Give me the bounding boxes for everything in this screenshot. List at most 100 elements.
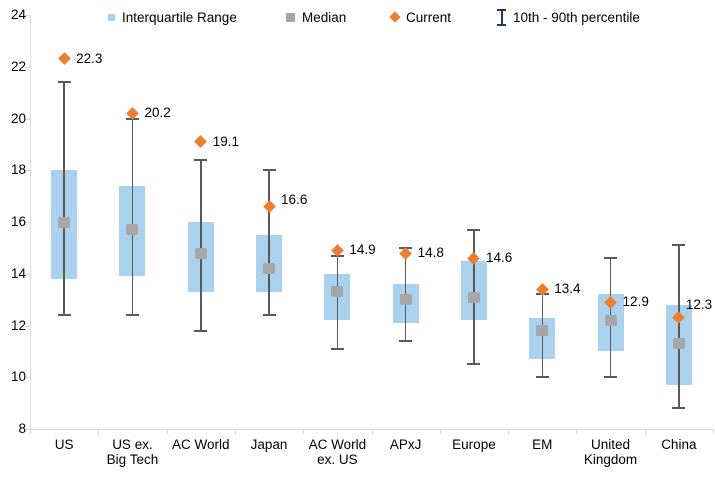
percentile-errorbar-icon xyxy=(497,8,506,26)
whisker-line xyxy=(63,82,65,316)
whisker-cap-top xyxy=(672,244,686,247)
current-diamond-marker xyxy=(194,135,208,149)
whisker-cap-bottom xyxy=(57,314,71,317)
whisker-line xyxy=(131,118,134,316)
y-tick-mark xyxy=(25,15,30,16)
current-value-label: 19.1 xyxy=(212,133,240,149)
median-marker xyxy=(399,294,412,306)
current-value-label: 14.9 xyxy=(349,242,376,258)
category-label-line: US ex. xyxy=(112,437,153,452)
category-label-line: Big Tech xyxy=(106,452,159,467)
y-tick-label: 14 xyxy=(10,265,26,281)
legend-label: Interquartile Range xyxy=(122,9,237,25)
median-marker xyxy=(58,216,71,228)
current-value-label: 12.9 xyxy=(622,294,649,310)
x-tick-mark xyxy=(371,429,373,434)
current-diamond-marker xyxy=(57,52,71,66)
x-tick-mark xyxy=(713,429,714,434)
legend-item-percentile: 10th - 90th percentile xyxy=(497,8,640,26)
x-tick-mark xyxy=(98,429,100,434)
whisker-line xyxy=(268,170,270,316)
current-value-label: 13.4 xyxy=(554,281,581,297)
x-tick-mark xyxy=(234,429,236,434)
category-label: APxJ xyxy=(368,437,444,452)
legend-label: Median xyxy=(302,9,347,25)
current-value-label: 22.3 xyxy=(76,50,103,66)
category-label: EM xyxy=(504,437,580,452)
whisker-line xyxy=(678,245,680,409)
y-tick-label: 24 xyxy=(10,7,26,22)
whisker-cap-bottom xyxy=(194,329,208,332)
category-label-line: ex. US xyxy=(317,452,358,467)
category-label: Japan xyxy=(231,437,307,452)
category-label-line: China xyxy=(661,437,697,452)
current-value-label: 20.2 xyxy=(144,105,171,121)
median-swatch-icon xyxy=(286,12,295,22)
whisker-cap-top xyxy=(194,158,208,161)
whisker-cap-bottom xyxy=(604,376,618,379)
y-tick-mark xyxy=(25,170,30,172)
category-label: US xyxy=(26,437,102,452)
y-tick-mark xyxy=(25,325,30,327)
whisker-cap-bottom xyxy=(535,376,549,379)
whisker-cap-top xyxy=(604,257,618,260)
y-tick-label: 8 xyxy=(18,421,26,436)
legend-item-median: Median xyxy=(286,8,346,26)
median-marker xyxy=(126,224,139,236)
category-label: Europe xyxy=(436,437,512,452)
whisker-cap-bottom xyxy=(399,340,413,343)
whisker-cap-bottom xyxy=(672,407,686,410)
category-label-line: United xyxy=(591,437,631,452)
category-label-line: EM xyxy=(532,437,553,452)
category-label-line: US xyxy=(54,437,74,452)
y-tick-label: 22 xyxy=(10,58,26,74)
y-tick-mark xyxy=(25,222,30,223)
whisker-cap-bottom xyxy=(125,314,139,317)
y-tick-label: 18 xyxy=(10,162,26,178)
x-tick-mark xyxy=(166,429,168,434)
category-label-line: APxJ xyxy=(389,437,422,452)
y-tick-label: 16 xyxy=(10,214,26,229)
category-label: AC World xyxy=(163,437,239,452)
x-tick-mark xyxy=(508,429,510,434)
current-value-label: 14.6 xyxy=(485,250,513,266)
y-axis-line xyxy=(30,15,31,429)
whisker-cap-top xyxy=(262,169,276,172)
current-value-label: 16.6 xyxy=(281,192,308,208)
y-tick-mark xyxy=(25,377,30,379)
current-diamond-marker xyxy=(262,200,276,213)
current-value-label: 12.3 xyxy=(685,296,713,312)
current-value-label: 14.8 xyxy=(417,245,444,261)
category-label-line: Kingdom xyxy=(583,452,638,467)
y-tick-mark xyxy=(25,118,30,120)
category-label: United Kingdom xyxy=(572,437,648,467)
median-marker xyxy=(536,325,549,337)
category-label-line: AC World xyxy=(171,437,230,452)
median-marker xyxy=(604,314,617,326)
whisker-cap-bottom xyxy=(262,314,276,317)
y-tick-label: 10 xyxy=(10,369,26,385)
median-marker xyxy=(467,291,480,303)
interquartile-range-swatch-icon xyxy=(108,13,115,21)
y-tick-mark xyxy=(25,273,30,275)
whisker-line xyxy=(336,255,339,349)
whisker-cap-bottom xyxy=(467,363,481,366)
category-label-line: Japan xyxy=(250,437,288,452)
whisker-cap-top xyxy=(467,228,481,231)
category-label: AC World ex. US xyxy=(299,437,375,467)
legend-label: 10th - 90th percentile xyxy=(513,9,640,25)
median-marker xyxy=(672,338,685,350)
y-tick-label: 20 xyxy=(10,110,26,126)
legend-item-current: Current xyxy=(389,8,451,26)
category-label-line: AC World xyxy=(308,437,367,452)
whisker-line xyxy=(200,159,202,331)
category-label: China xyxy=(641,437,715,452)
median-marker xyxy=(331,286,344,298)
whisker-cap-bottom xyxy=(330,347,344,350)
median-marker xyxy=(194,247,207,259)
whisker-cap-top xyxy=(57,81,71,84)
median-marker xyxy=(263,263,276,275)
x-tick-mark xyxy=(30,429,31,434)
